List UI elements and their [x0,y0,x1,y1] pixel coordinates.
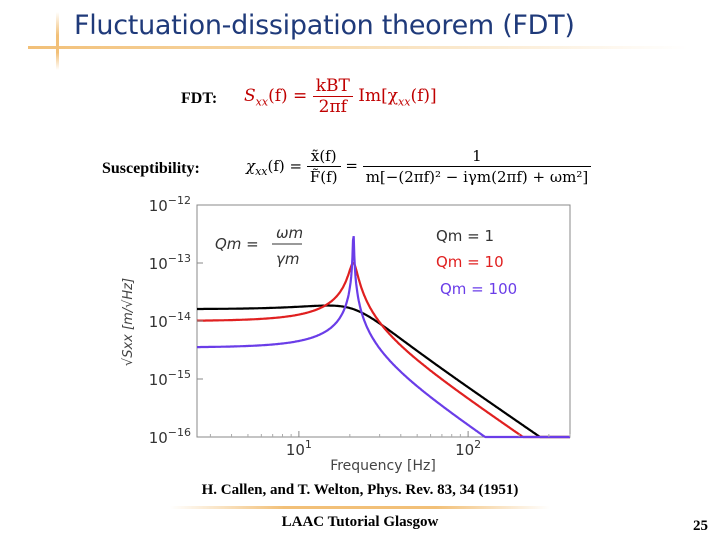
fdt-rhs: Im[χxx(f)] [358,86,437,109]
susceptibility-equation: χxx(f) = x̃(f) F̃(f) = 1 m[−(2πf)² − iγm… [246,146,592,187]
reference-citation: H. Callen, and T. Welton, Phys. Rev. 83,… [201,482,519,498]
title-accent-bar [56,12,59,70]
susceptibility-fraction-1: x̃(f) F̃(f) [306,146,341,187]
susceptibility-fraction-2: 1 m[−(2πf)² − iγm(2πf) + ωm²] [362,146,592,187]
legend-entry-q100: Qm = 100 [440,280,517,298]
fdt-lhs: Sxx(f) = [244,86,308,109]
series-line-q1 [197,304,570,439]
x-tick-label: 101 [286,438,312,459]
q-definition: Qm = ωm γm [215,224,303,268]
y-tick-label: 10−12 [149,194,191,215]
y-tick-label: 10−14 [149,310,191,331]
susceptibility-fraction-2-numerator: 1 [362,146,592,167]
y-tick-label: 10−15 [149,368,191,389]
slide-title: Fluctuation-dissipation theorem (FDT) [74,10,575,41]
footer-text: LAAC Tutorial Glasgow [281,514,439,530]
page-number: 25 [693,518,708,534]
fdt-fraction: kBT 2πf [312,76,353,117]
susceptibility-equals: = [345,156,358,175]
series-line-q100 [197,236,570,439]
legend-entry-q1: Qm = 1 [436,227,494,245]
y-axis-label: √Sxx [m/√Hz] [121,278,136,366]
q-definition-numerator: ωm [276,224,303,242]
chi-lhs: χxx(f) = [246,156,303,178]
fdt-fraction-denominator: 2πf [318,97,347,117]
q-definition-lhs: Qm = [215,235,259,253]
footer-accent-line [170,506,550,509]
susceptibility-label: Susceptibility: [102,160,200,177]
susceptibility-fraction-1-numerator: x̃(f) [306,146,341,167]
legend-entry-q10: Qm = 10 [436,253,504,271]
series-line-q10 [197,261,570,439]
legend: Qm = 1 Qm = 10 Qm = 100 [436,227,517,298]
q-definition-denominator: γm [276,250,300,268]
y-tick-label: 10−13 [149,252,191,273]
susceptibility-fraction-1-denominator: F̃(f) [309,168,338,186]
title-accent-line [28,46,688,49]
susceptibility-fraction-2-denominator: m[−(2πf)² − iγm(2πf) + ωm²] [365,168,589,186]
fdt-fraction-numerator: kBT [312,76,353,97]
x-axis-label: Frequency [Hz] [330,458,436,474]
fdt-label: FDT: [181,90,218,107]
fdt-equation: Sxx(f) = kBT 2πf Im[χxx(f)] [244,76,437,117]
x-tick-label: 102 [455,438,481,459]
y-tick-label: 10−16 [149,426,191,447]
